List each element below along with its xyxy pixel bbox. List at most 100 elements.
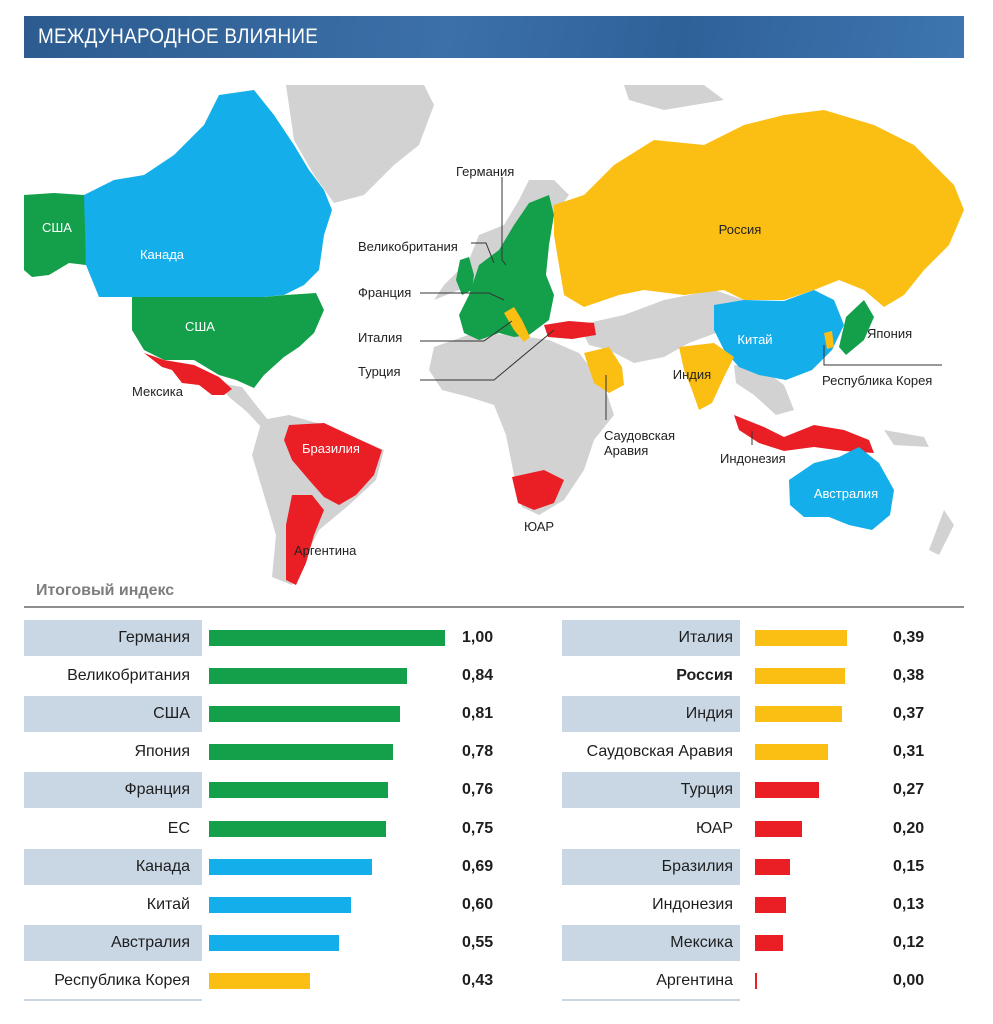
value-label: 0,84 xyxy=(462,667,494,685)
middle-east-central-asia xyxy=(579,290,744,363)
label-india: Индия xyxy=(673,367,711,382)
label-japan: Япония xyxy=(867,326,912,341)
bar xyxy=(755,668,845,685)
bar xyxy=(755,896,786,913)
category-label: США xyxy=(153,705,190,723)
label-south-africa: ЮАР xyxy=(524,519,554,534)
category-label: Италия xyxy=(678,629,733,646)
greenland xyxy=(286,85,434,203)
bar xyxy=(209,744,394,761)
value-label: 0,39 xyxy=(893,629,925,646)
value-label: 0,20 xyxy=(893,819,925,837)
row-background xyxy=(24,696,202,733)
map-labels: США Канада США Мексика Бразилия Аргентин… xyxy=(42,164,932,558)
bar xyxy=(755,706,843,723)
category-label: Мексика xyxy=(670,933,733,951)
value-label: 0,60 xyxy=(462,895,494,913)
value-label: 0,27 xyxy=(893,781,925,799)
label-uk: Великобритания xyxy=(358,239,458,254)
value-label: 0,55 xyxy=(462,933,494,951)
bar xyxy=(755,858,791,875)
category-label: Турция xyxy=(680,781,733,799)
southeast-asia xyxy=(734,365,794,415)
country-canada xyxy=(84,90,332,297)
bar xyxy=(209,972,311,989)
row-background xyxy=(24,620,202,656)
label-indonesia: Индонезия xyxy=(720,451,786,466)
value-label: 0,12 xyxy=(893,933,925,951)
bar xyxy=(209,820,386,837)
bar xyxy=(755,934,784,951)
central-america xyxy=(219,383,272,430)
country-usa xyxy=(132,293,324,388)
value-label: 0,76 xyxy=(462,781,494,799)
value-label: 0,69 xyxy=(462,857,494,875)
country-india xyxy=(679,343,734,410)
value-label: 0,75 xyxy=(462,819,494,837)
country-china xyxy=(714,290,844,380)
category-label: Австралия xyxy=(110,933,190,951)
category-label: Индия xyxy=(685,705,733,723)
bar xyxy=(755,782,819,799)
bar xyxy=(755,972,757,989)
category-label: Индонезия xyxy=(652,895,733,913)
label-russia: Россия xyxy=(719,222,762,237)
label-brazil: Бразилия xyxy=(302,441,360,456)
country-australia xyxy=(789,447,894,530)
value-label: 1,00 xyxy=(462,629,494,646)
category-label: Германия xyxy=(118,629,190,646)
row-background xyxy=(562,772,740,809)
country-uk xyxy=(456,257,474,295)
title-banner: МЕЖДУНАРОДНОЕ ВЛИЯНИЕ xyxy=(24,16,964,58)
row-background xyxy=(24,848,202,885)
country-indonesia xyxy=(734,415,874,453)
value-label: 0,31 xyxy=(893,743,925,761)
arctic-islands xyxy=(624,85,724,110)
category-label: Россия xyxy=(676,667,733,685)
value-label: 0,37 xyxy=(893,705,925,723)
label-germany: Германия xyxy=(456,164,514,179)
value-label: 0,81 xyxy=(462,705,494,723)
map-countries xyxy=(24,90,964,585)
page-title: МЕЖДУНАРОДНОЕ ВЛИЯНИЕ xyxy=(38,25,319,48)
value-label: 0,78 xyxy=(462,743,494,761)
bar xyxy=(209,630,445,646)
country-saudi-arabia xyxy=(584,347,624,393)
category-label: Саудовская Аравия xyxy=(586,743,733,761)
label-saudi-1: Саудовская xyxy=(604,428,675,443)
country-argentina xyxy=(286,495,324,585)
divider xyxy=(24,606,964,608)
label-mexico: Мексика xyxy=(132,384,184,399)
category-label: Бразилия xyxy=(661,857,733,875)
row-background xyxy=(24,924,202,961)
value-label: 0,13 xyxy=(893,895,925,913)
country-italy xyxy=(504,307,530,342)
row-background xyxy=(562,848,740,885)
value-label: 0,15 xyxy=(893,857,925,875)
category-label: ЕС xyxy=(167,819,190,837)
africa xyxy=(429,333,614,515)
label-canada: Канада xyxy=(140,247,185,262)
country-russia xyxy=(554,110,964,307)
country-eu xyxy=(459,195,554,340)
bar xyxy=(209,782,389,799)
row-background xyxy=(562,696,740,733)
row-bottom-line xyxy=(562,999,740,1001)
category-label: Китай xyxy=(146,895,190,913)
bar xyxy=(209,668,408,685)
bar xyxy=(209,706,401,723)
label-korea: Республика Корея xyxy=(822,373,932,388)
country-korea xyxy=(824,331,834,349)
bar xyxy=(209,896,351,913)
bar xyxy=(209,858,372,875)
new-zealand xyxy=(929,510,954,555)
label-italy: Италия xyxy=(358,330,402,345)
label-france: Франция xyxy=(358,285,411,300)
chart-subtitle: Итоговый индекс xyxy=(36,582,175,599)
pacific-islands xyxy=(884,430,929,447)
row-background xyxy=(24,772,202,809)
label-china: Китай xyxy=(737,332,772,347)
country-japan xyxy=(839,300,874,355)
country-turkey xyxy=(544,321,596,339)
